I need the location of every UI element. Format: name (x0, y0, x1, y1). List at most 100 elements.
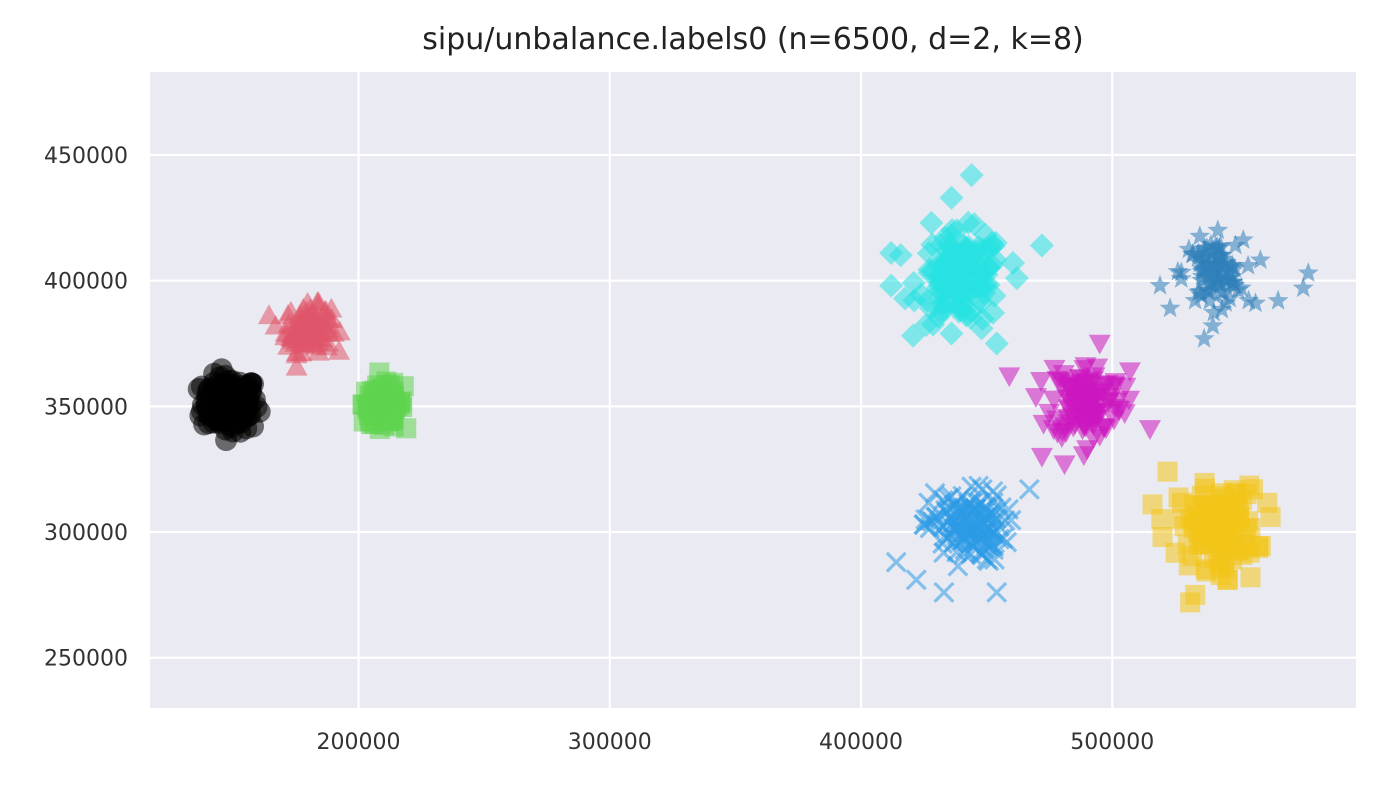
data-point (1260, 506, 1281, 527)
data-point (1292, 277, 1314, 298)
y-tick-label: 350000 (44, 395, 128, 420)
data-point (1004, 266, 1029, 291)
data-point (986, 581, 1008, 603)
data-point (1181, 243, 1203, 264)
data-point (361, 413, 382, 434)
chart-title: sipu/unbalance.labels0 (n=6500, d=2, k=8… (422, 22, 1084, 57)
data-point (285, 318, 308, 339)
data-point (279, 300, 302, 321)
data-point (1218, 267, 1240, 288)
data-point (1188, 281, 1210, 302)
data-point (242, 415, 265, 438)
data-point (1267, 289, 1289, 310)
data-point (960, 543, 982, 565)
data-point (982, 504, 1004, 526)
data-point (933, 250, 958, 275)
data-points (187, 163, 1319, 613)
x-tick-label: 500000 (1070, 730, 1154, 755)
plot-background (150, 72, 1356, 708)
data-point (919, 210, 944, 235)
data-point (223, 383, 246, 406)
data-point (1215, 292, 1237, 312)
data-point (1075, 399, 1098, 420)
data-point (952, 263, 977, 288)
data-point (1029, 233, 1054, 258)
data-point (879, 273, 904, 298)
data-point (1242, 479, 1263, 500)
data-point (1224, 274, 1246, 295)
data-point (1086, 358, 1109, 379)
data-point (1114, 377, 1137, 398)
data-point (936, 232, 961, 257)
data-point (328, 320, 351, 341)
data-point (1194, 472, 1215, 493)
data-point (393, 376, 414, 397)
data-point (1159, 297, 1181, 318)
data-point (1178, 238, 1200, 259)
data-point (962, 212, 987, 237)
data-point (1056, 377, 1079, 398)
data-point (1199, 289, 1221, 310)
data-point (1224, 257, 1246, 278)
data-point (1210, 280, 1232, 301)
data-point (264, 314, 287, 335)
data-point (1075, 372, 1098, 393)
data-point (1142, 494, 1163, 515)
data-point (965, 497, 987, 519)
data-point (1203, 258, 1225, 279)
data-point (1193, 327, 1215, 348)
data-point (1108, 400, 1131, 421)
x-tick-label: 200000 (317, 730, 401, 755)
data-point (885, 551, 907, 573)
data-point (1191, 260, 1213, 281)
data-point (383, 416, 404, 437)
data-point (1076, 410, 1099, 431)
data-point (221, 420, 244, 443)
y-tick-label: 300000 (44, 521, 128, 546)
data-point (879, 240, 904, 265)
data-point (1224, 234, 1246, 255)
data-point (998, 498, 1019, 520)
data-point (1024, 388, 1047, 408)
data-point (1200, 504, 1221, 525)
x-tick-label: 300000 (568, 730, 652, 755)
data-point (1088, 334, 1111, 355)
data-point (921, 312, 946, 337)
cluster-3 (879, 163, 1054, 356)
data-point (936, 501, 958, 523)
data-point (1030, 447, 1053, 468)
tick-labels: 200000 300000 400000 500000 250000 300000 3500… (44, 144, 1154, 755)
data-point (1000, 250, 1025, 275)
cluster-6 (885, 475, 1040, 603)
data-point (980, 252, 1005, 277)
data-point (916, 241, 941, 266)
data-point (1206, 246, 1228, 267)
data-point (969, 316, 994, 341)
data-point (1038, 403, 1061, 424)
data-point (1093, 418, 1116, 439)
data-point (1018, 478, 1040, 500)
data-point (918, 492, 940, 514)
data-point (1082, 428, 1105, 449)
data-point (1217, 569, 1238, 590)
data-point (1207, 219, 1229, 240)
data-point (292, 333, 315, 354)
data-point (913, 514, 935, 535)
data-point (1076, 440, 1099, 461)
data-point (1043, 359, 1066, 380)
data-point (204, 375, 227, 398)
data-point (939, 185, 964, 210)
x-tick-label: 400000 (819, 730, 903, 755)
data-point (1138, 420, 1161, 440)
data-point (984, 331, 1009, 356)
data-point (1230, 277, 1252, 298)
data-point (915, 508, 937, 530)
data-point (1197, 266, 1218, 287)
data-point (1203, 301, 1225, 322)
data-point (1219, 287, 1241, 308)
data-point (1232, 229, 1254, 249)
data-point (1238, 289, 1260, 310)
cluster-0 (187, 358, 271, 452)
data-point (1210, 235, 1231, 255)
